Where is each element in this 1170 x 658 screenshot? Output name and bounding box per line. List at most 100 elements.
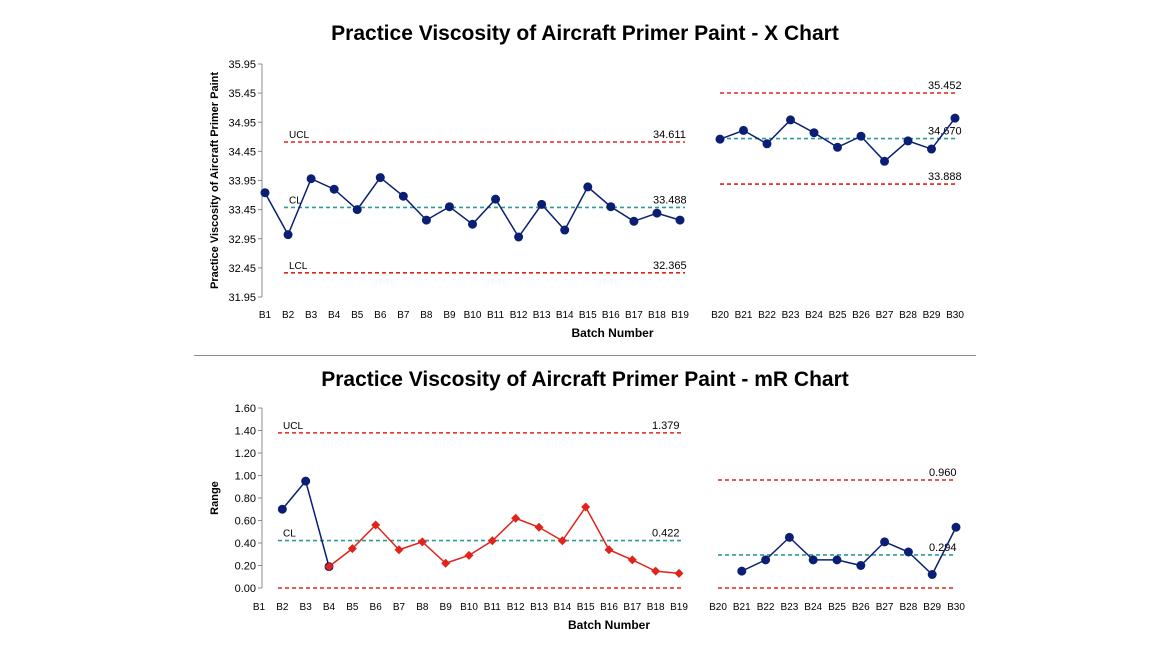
x-x-tick-label: B20: [711, 310, 729, 321]
mr-y-tick-label: 0.40: [235, 538, 256, 550]
x-data-point-B24: [809, 128, 819, 138]
mr-x-tick-label: B22: [757, 602, 775, 613]
x-data-point-B23: [786, 115, 795, 125]
mr-data-point-B17: [627, 555, 637, 565]
mr-x-tick-label: B11: [484, 602, 501, 613]
x-data-point-B25: [833, 142, 842, 152]
mr-y-axis-title: Range: [209, 481, 221, 515]
x-x-tick-label: B18: [648, 310, 666, 321]
mr-data-point-B27: [880, 537, 890, 547]
x-data-point-B14: [560, 225, 570, 235]
mr-data-point-B22: [761, 555, 771, 565]
x-y-tick-label: 32.45: [228, 263, 256, 275]
mr-data-point-B6: [371, 520, 381, 530]
x-y-tick-label: 32.95: [228, 234, 256, 246]
x-data-point-B21: [739, 125, 748, 135]
mr-y-tick-label: 0.00: [235, 583, 256, 595]
mr-data-point-B7: [394, 545, 404, 555]
x-data-point-B4: [329, 184, 339, 194]
x-data-point-B6: [375, 173, 385, 183]
mr-x-tick-label: B3: [300, 602, 313, 613]
x-x-tick-label: B25: [829, 310, 847, 321]
mr-data-point-B15: [581, 502, 591, 512]
x-data-point-B5: [352, 205, 362, 215]
mr-chart-title: Practice Viscosity of Aircraft Primer Pa…: [321, 368, 849, 391]
mr-x-tick-label: B19: [670, 602, 688, 613]
mr-x-tick-label: B5: [346, 602, 359, 613]
mr-data-point-B23: [784, 532, 794, 542]
mr-x-tick-label: B2: [276, 602, 289, 613]
mr-data-point-B25: [832, 555, 842, 565]
mr-x-tick-label: B17: [623, 602, 641, 613]
x-x-tick-label: B21: [735, 310, 753, 321]
x-data-point-B9: [444, 202, 454, 212]
x-x-tick-label: B30: [946, 310, 964, 321]
mr-y-tick-label: 1.40: [235, 426, 256, 438]
mr-x-tick-label: B28: [900, 602, 918, 613]
x-x-tick-label: B28: [899, 310, 917, 321]
mr-data-point-B4: [324, 562, 334, 572]
x-x-tick-label: B14: [556, 310, 574, 321]
x-data-point-B18: [652, 208, 662, 218]
mr-x-tick-label: B4: [323, 602, 336, 613]
mr-x-tick-label: B9: [440, 602, 453, 613]
x-y-tick-label: 34.95: [228, 117, 256, 129]
mr-x-tick-label: B18: [647, 602, 665, 613]
mr-x-tick-label: B12: [507, 602, 525, 613]
mr-x-tick-label: B27: [876, 602, 894, 613]
x-data-point-B1: [260, 188, 270, 198]
mr-control-line-value: 0.294: [929, 542, 957, 554]
x-control-line-value: 33.888: [928, 171, 962, 183]
mr-x-tick-label: B24: [804, 602, 822, 613]
x-x-tick-label: B29: [923, 310, 941, 321]
x-x-tick-label: B19: [671, 310, 689, 321]
mr-data-point-B26: [856, 561, 866, 570]
mr-x-tick-label: B1: [253, 602, 266, 613]
x-x-tick-label: B11: [487, 310, 504, 321]
mr-data-point-B5: [347, 544, 357, 554]
x-control-line-label: UCL: [289, 130, 309, 141]
x-x-tick-label: B22: [758, 310, 776, 321]
x-x-tick-label: B15: [579, 310, 597, 321]
mr-data-point-B9: [441, 558, 451, 568]
mr-x-axis-title: Batch Number: [568, 618, 650, 632]
x-data-point-B10: [468, 219, 477, 229]
x-x-tick-label: B27: [876, 310, 894, 321]
x-x-tick-label: B24: [805, 310, 823, 321]
x-data-point-B11: [491, 194, 501, 204]
mr-data-point-B10: [464, 550, 474, 560]
x-data-point-B20: [715, 134, 725, 144]
x-data-point-B2: [283, 230, 293, 240]
mr-x-tick-label: B30: [947, 602, 965, 613]
mr-data-point-B3: [301, 476, 311, 486]
mr-data-point-B12: [511, 513, 521, 523]
x-x-tick-label: B2: [282, 310, 295, 321]
x-x-tick-label: B23: [782, 310, 800, 321]
mr-series-line: [741, 526, 957, 576]
x-data-point-B8: [421, 215, 431, 225]
x-x-tick-label: B7: [397, 310, 410, 321]
x-data-point-B7: [398, 191, 408, 201]
x-data-point-B30: [950, 113, 960, 123]
mr-data-point-B8: [417, 537, 427, 547]
x-x-tick-label: B13: [533, 310, 551, 321]
mr-y-tick-label: 1.00: [235, 471, 256, 483]
mr-data-point-B24: [808, 555, 818, 565]
mr-data-point-B11: [487, 536, 497, 546]
mr-data-point-B30: [951, 522, 961, 532]
x-control-line-value: 33.488: [653, 194, 687, 206]
x-control-line-value: 35.452: [928, 80, 962, 92]
x-chart-title: Practice Viscosity of Aircraft Primer Pa…: [331, 22, 839, 45]
x-x-tick-label: B10: [464, 310, 482, 321]
x-data-point-B26: [856, 131, 866, 141]
x-y-tick-label: 35.45: [228, 88, 256, 100]
mr-control-line-value: 0.960: [929, 467, 957, 479]
x-data-point-B16: [606, 202, 616, 212]
x-y-tick-label: 33.45: [228, 205, 256, 217]
mr-x-tick-label: B6: [370, 602, 383, 613]
mr-data-point-B19: [674, 568, 684, 578]
chart-divider: [194, 355, 976, 356]
x-x-tick-label: B9: [443, 310, 456, 321]
mr-x-tick-label: B16: [600, 602, 618, 613]
